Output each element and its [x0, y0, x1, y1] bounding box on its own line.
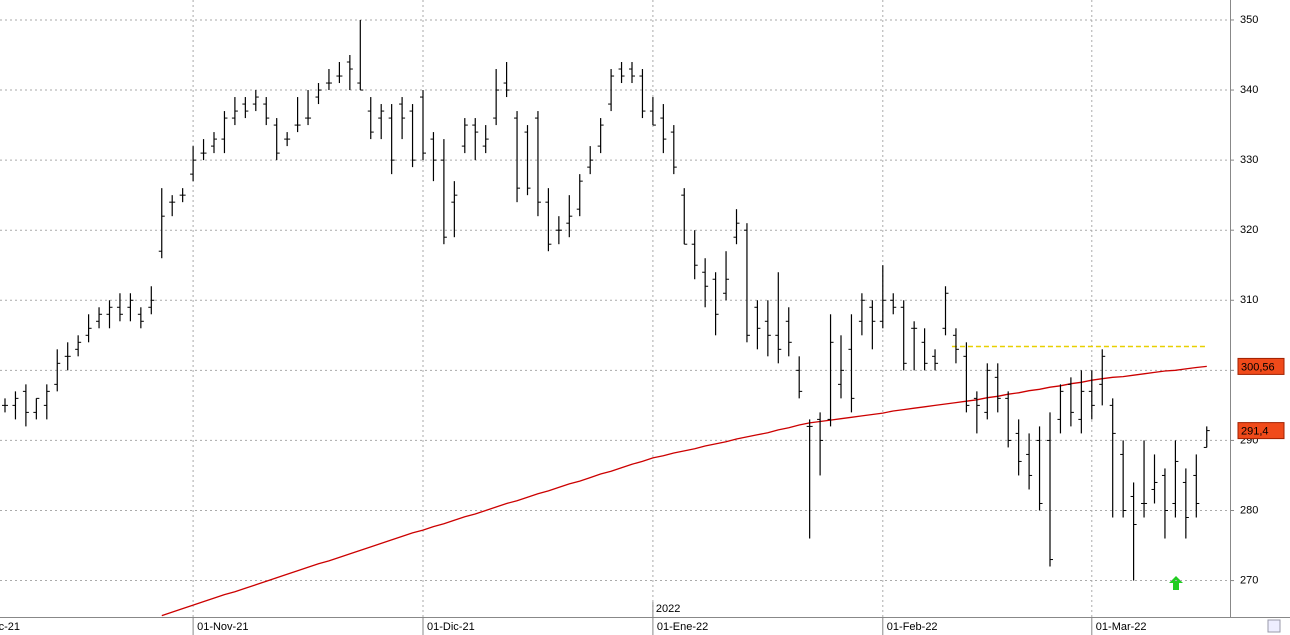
y-tick-label: 280	[1240, 504, 1258, 516]
y-tick-label: 350	[1240, 14, 1258, 26]
x-tick-label: 01-Ene-22	[657, 621, 708, 633]
y-tick-label: 340	[1240, 84, 1258, 96]
x-tick-label: 01-Dic-21	[427, 621, 475, 633]
y-tick-label: 310	[1240, 294, 1258, 306]
y-tick-label: 320	[1240, 224, 1258, 236]
x-tick-label: 01-Mar-22	[1096, 621, 1147, 633]
price-tag	[1237, 422, 1285, 440]
price-tag-label: 300,56	[1241, 361, 1275, 373]
x-tick-label: 01-Feb-22	[887, 621, 938, 633]
moving-average	[161, 365, 1207, 617]
price-tag	[1237, 357, 1285, 375]
buy-arrow	[1169, 576, 1183, 590]
price-tag-label: 291,4	[1241, 426, 1269, 438]
y-tick-label: 330	[1240, 154, 1258, 166]
x-tick-label: 01-Nov-21	[197, 621, 248, 633]
corner-icon	[1267, 619, 1281, 633]
x-tick-label: c-21	[0, 621, 20, 633]
y-tick-label: 270	[1240, 574, 1258, 586]
year-label: 2022	[656, 603, 680, 615]
